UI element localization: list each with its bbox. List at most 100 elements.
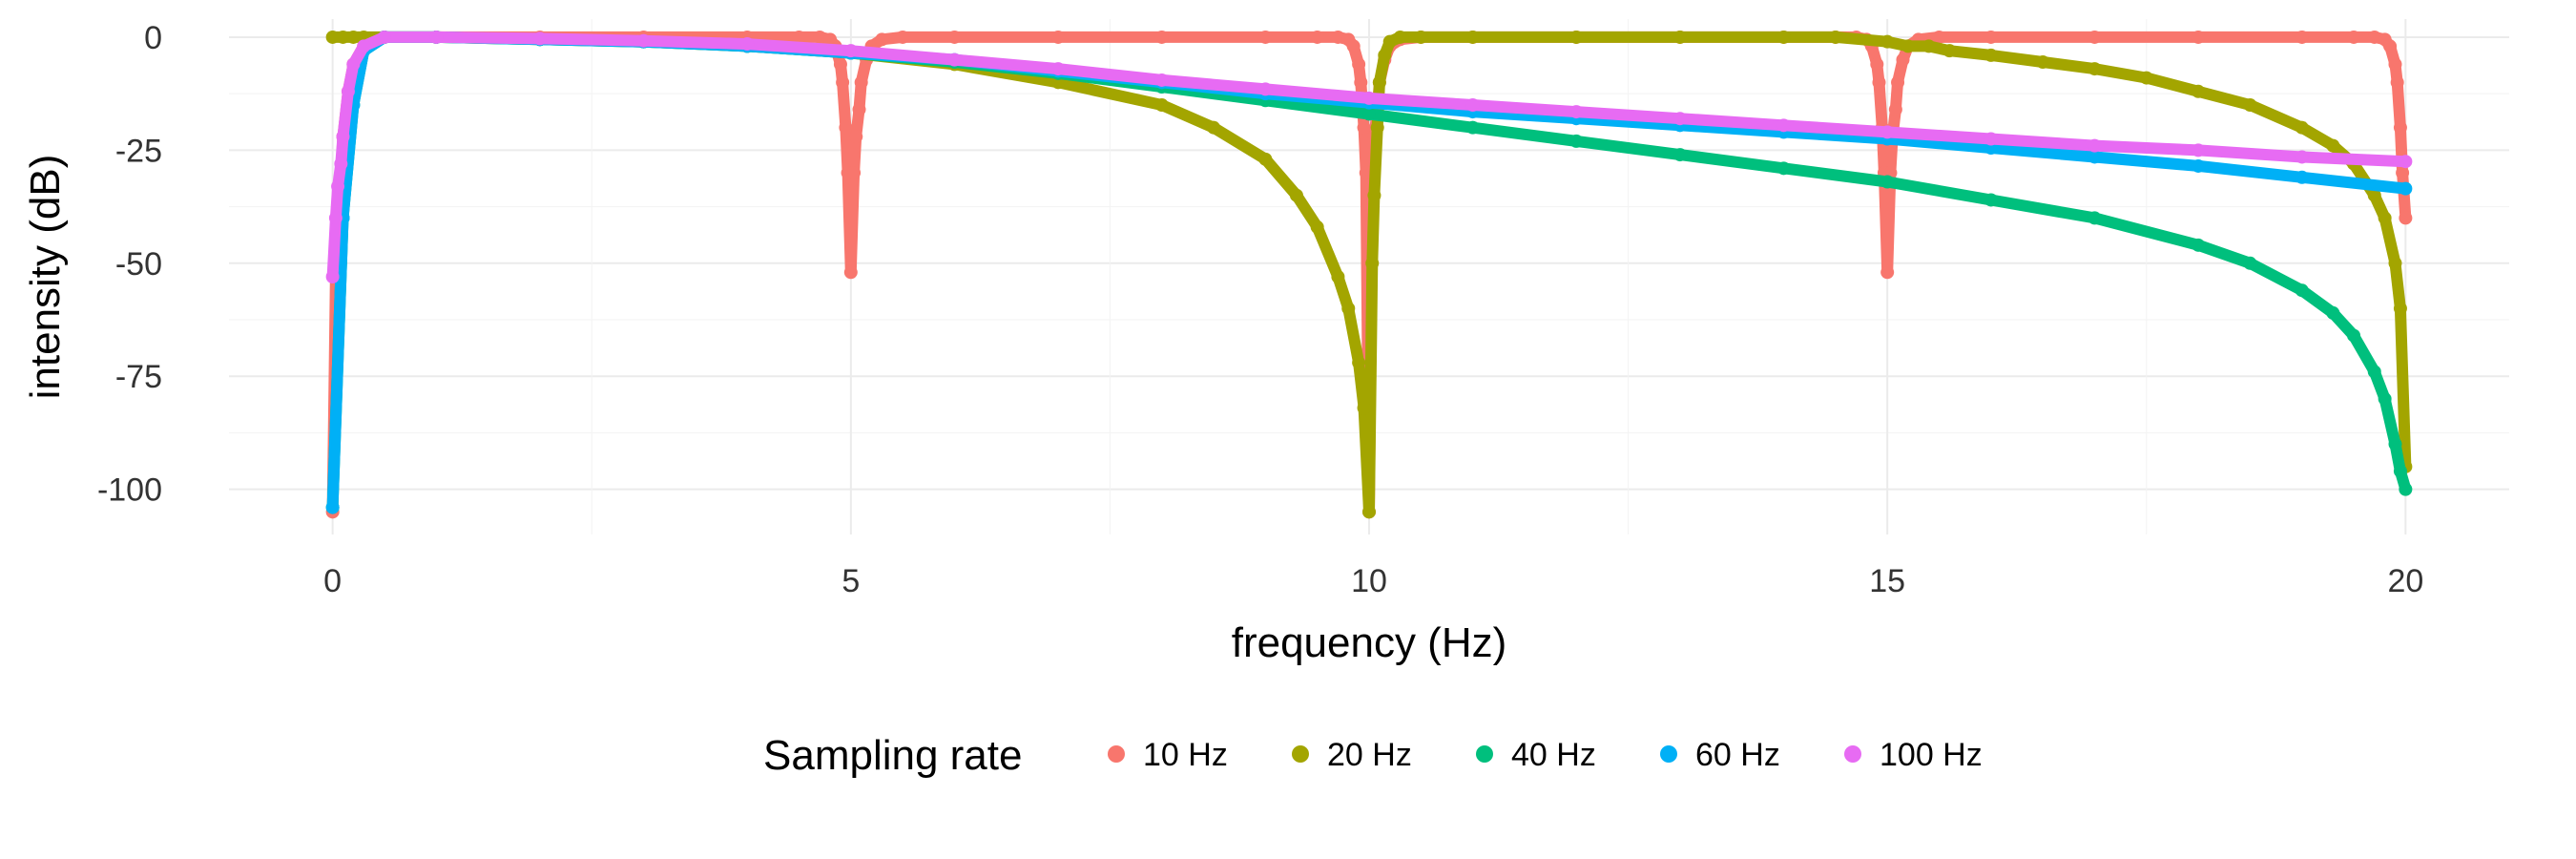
data-point	[1569, 105, 1584, 119]
legend-item: 100 Hz	[1844, 737, 1983, 773]
data-point	[854, 75, 868, 90]
data-point	[2367, 365, 2381, 379]
data-point	[336, 30, 350, 44]
data-point	[1880, 125, 1895, 139]
data-point	[1888, 102, 1902, 116]
data-point	[2295, 170, 2309, 184]
data-point	[2295, 120, 2309, 135]
data-point	[1393, 30, 1407, 44]
data-point	[1354, 75, 1368, 90]
data-point	[1828, 30, 1842, 44]
y-tick-labels: 0 -25 -50 -75 -100	[97, 20, 162, 509]
legend-item: 60 Hz	[1660, 737, 1780, 773]
legend-item: 10 Hz	[1108, 737, 1228, 773]
data-point	[1357, 120, 1371, 135]
data-point	[792, 30, 806, 44]
data-point	[2378, 391, 2392, 406]
data-point	[1414, 30, 1428, 44]
y-tick-label: -75	[115, 359, 162, 395]
data-point	[1341, 302, 1356, 316]
data-point	[1352, 57, 1366, 72]
data-point	[346, 57, 361, 72]
data-point	[2393, 302, 2407, 316]
data-point	[1984, 132, 1998, 146]
y-tick-label: -50	[115, 246, 162, 283]
x-tick-labels: 0 5 10 15 20	[323, 563, 2423, 599]
data-point	[1367, 188, 1381, 202]
data-point	[1901, 39, 1915, 53]
data-point	[2396, 166, 2410, 180]
data-point	[2088, 30, 2102, 44]
data-point	[2390, 75, 2404, 90]
data-point	[331, 179, 345, 194]
data-point	[1258, 82, 1273, 96]
x-tick-label: 10	[1351, 563, 1387, 599]
data-point	[833, 57, 847, 72]
data-point	[1289, 188, 1303, 202]
data-point	[1870, 57, 1884, 72]
data-point	[346, 30, 361, 44]
data-point	[2088, 62, 2102, 76]
data-point	[1051, 30, 1066, 44]
data-point	[1207, 120, 1221, 135]
data-point	[2399, 211, 2413, 225]
data-point	[1880, 175, 1895, 189]
data-point	[2192, 30, 2206, 44]
data-point	[2367, 188, 2381, 202]
x-axis-title: frequency (Hz)	[1232, 619, 1507, 666]
data-point	[357, 39, 371, 53]
data-point	[2388, 437, 2402, 451]
data-point	[2347, 30, 2361, 44]
data-point	[2326, 305, 2340, 320]
data-point	[1465, 120, 1480, 135]
data-point	[2399, 155, 2413, 169]
data-point	[1891, 75, 1905, 90]
data-point	[2139, 71, 2153, 85]
data-point	[2388, 256, 2402, 270]
data-point	[2295, 283, 2309, 298]
legend-key	[1292, 745, 1309, 763]
data-point	[1346, 39, 1361, 53]
data-point	[2192, 238, 2206, 252]
data-point	[1776, 30, 1791, 44]
data-point	[947, 30, 962, 44]
data-point	[1370, 120, 1384, 135]
data-point	[2243, 256, 2257, 270]
data-point	[2088, 138, 2102, 153]
data-point	[2399, 181, 2413, 196]
data-point	[325, 270, 340, 283]
data-point	[2393, 120, 2407, 135]
data-point	[896, 30, 910, 44]
data-point	[2367, 30, 2381, 44]
data-point	[1258, 152, 1273, 166]
legend-label: 20 Hz	[1327, 737, 1412, 773]
data-point	[1672, 148, 1687, 162]
legend-label: 60 Hz	[1695, 737, 1780, 773]
data-point	[1942, 44, 1957, 58]
data-point	[2295, 30, 2309, 44]
data-point	[1154, 98, 1169, 112]
legend: Sampling rate 10 Hz 20 Hz 40 Hz 60 Hz 100 Hz	[763, 732, 1983, 779]
data-point	[325, 30, 340, 44]
data-point	[2088, 150, 2102, 164]
data-point	[1984, 48, 1998, 62]
data-point	[740, 37, 755, 52]
x-tick-label: 0	[323, 563, 342, 599]
data-point	[1051, 62, 1066, 76]
data-point	[1362, 505, 1376, 519]
data-point	[836, 75, 850, 90]
y-tick-label: 0	[144, 20, 162, 56]
data-point	[1378, 48, 1392, 62]
data-point	[532, 31, 547, 46]
data-point	[1465, 98, 1480, 112]
data-point	[1922, 39, 1936, 53]
x-tick-label: 20	[2387, 563, 2423, 599]
x-tick-label: 15	[1869, 563, 1905, 599]
data-point	[1154, 30, 1169, 44]
data-point	[1154, 73, 1169, 87]
data-point	[429, 30, 444, 44]
legend-label: 100 Hz	[1880, 737, 1983, 773]
data-point	[2192, 158, 2206, 173]
data-point	[1984, 193, 1998, 207]
